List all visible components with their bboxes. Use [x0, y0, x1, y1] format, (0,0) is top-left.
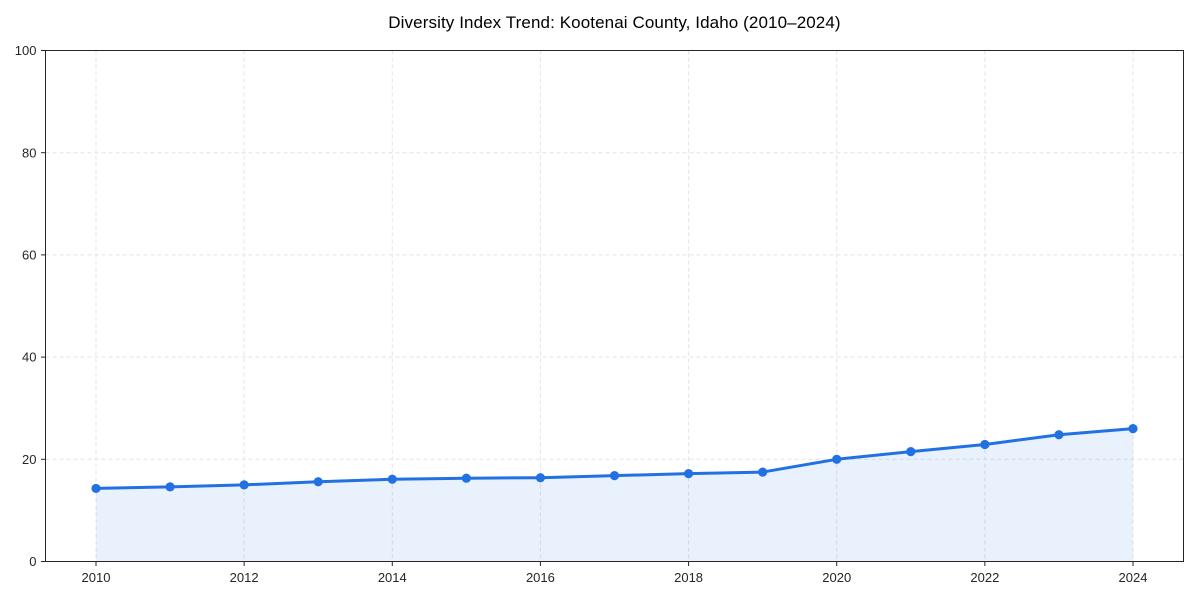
data-point [91, 483, 101, 494]
data-point [535, 473, 546, 483]
data-point [832, 454, 842, 464]
data-point [165, 482, 175, 492]
chart-title: Diversity Index Trend: Kootenai County, … [388, 13, 841, 32]
data-point [906, 447, 916, 457]
data-point [609, 471, 620, 481]
y-axis-tick-label: 60 [22, 247, 36, 262]
data-point [1128, 424, 1138, 434]
data-point [313, 477, 323, 487]
data-point [683, 469, 694, 479]
x-axis-tick-label: 2022 [970, 570, 999, 585]
data-point [980, 439, 990, 450]
data-point [387, 474, 397, 484]
y-axis-tick-label: 0 [29, 554, 36, 569]
x-axis-tick-label: 2016 [526, 570, 555, 585]
y-axis-tick-label: 80 [22, 145, 36, 160]
y-axis-tick-label: 40 [22, 350, 36, 365]
data-point [239, 480, 249, 490]
data-point [1054, 430, 1064, 440]
data-point [758, 467, 768, 477]
x-axis-tick-label: 2024 [1119, 570, 1148, 585]
x-axis-tick-label: 2012 [230, 570, 259, 585]
x-axis-tick-label: 2018 [674, 570, 703, 585]
area-fill [96, 428, 1133, 562]
y-axis-tick-label: 100 [15, 43, 37, 58]
x-axis-tick-label: 2020 [822, 570, 851, 585]
data-point [461, 473, 471, 483]
x-axis-tick-label: 2014 [378, 570, 407, 585]
x-axis-tick-label: 2010 [82, 570, 111, 585]
plot-frame [45, 50, 1184, 562]
y-axis-tick-label: 20 [22, 452, 36, 467]
